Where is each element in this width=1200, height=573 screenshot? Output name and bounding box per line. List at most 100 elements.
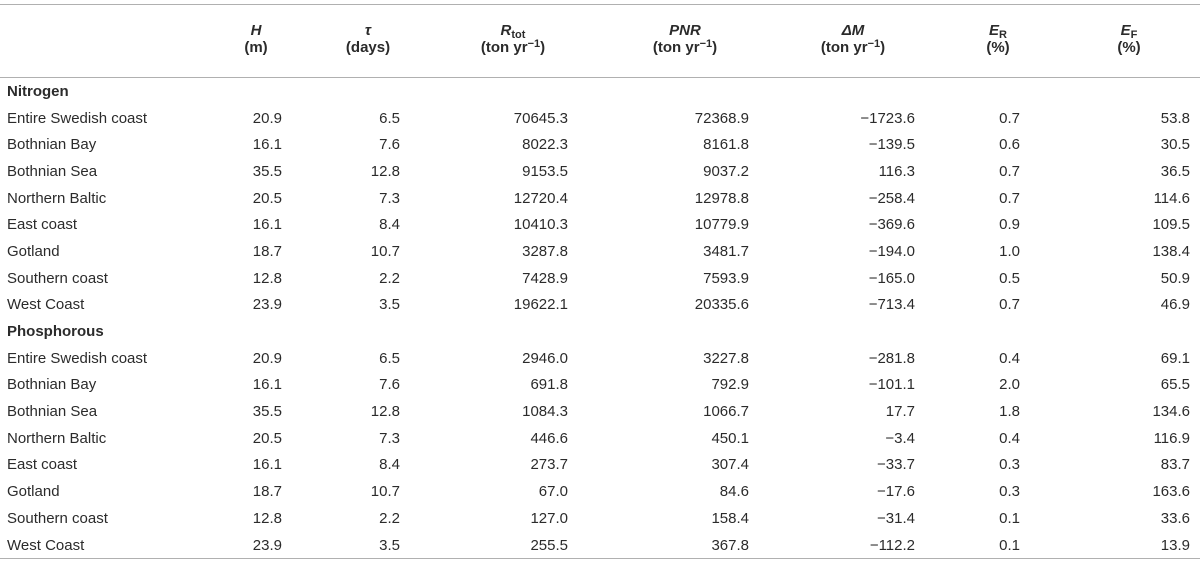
cell-value: 30.5 (1160, 136, 1190, 154)
table-cell: 0.7 (938, 158, 1058, 185)
cell-value: 7593.9 (703, 269, 749, 287)
table-cell: 9037.2 (602, 158, 768, 185)
column-symbol: H (250, 22, 262, 39)
column-unit-superscript: −1 (699, 38, 713, 50)
table-cell: 18.7 (200, 238, 312, 265)
cell-value: 83.7 (1160, 456, 1190, 474)
table-cell: 12978.8 (602, 185, 768, 212)
column-unit: (ton yr (652, 39, 700, 56)
row-label: Southern coast (7, 509, 108, 527)
cell-value: 163.6 (1152, 483, 1190, 501)
table-cell: 0.5 (938, 265, 1058, 292)
cell-value: 6.5 (379, 349, 400, 367)
column-unit: (m) (244, 39, 268, 56)
table-cell: 0.3 (938, 478, 1058, 505)
cell-value: −3.4 (885, 429, 915, 447)
table-row: West Coast 23.9 3.5 255.5 367.8 −112.2 0.1 13.9 (0, 531, 1200, 560)
table-cell: 10410.3 (424, 211, 602, 238)
cell-value: 0.3 (999, 483, 1020, 501)
row-label: Northern Baltic (7, 189, 107, 207)
cell-value: 255.5 (530, 536, 568, 554)
table-cell: 0.7 (938, 292, 1058, 319)
table-row: Bothnian Sea 35.5 12.8 9153.5 9037.2 116.3 0.7… (0, 158, 1200, 185)
cell-value: 1084.3 (522, 403, 568, 421)
table-cell: 16.1 (200, 452, 312, 479)
table-cell: 46.9 (1058, 292, 1200, 319)
cell-value: −165.0 (868, 269, 915, 287)
row-label: Entire Swedish coast (7, 109, 148, 127)
cell-value: −112.2 (869, 536, 915, 554)
table-cell: 17.7 (768, 398, 938, 425)
table-cell: 70645.3 (424, 105, 602, 132)
column-unit-close: ) (712, 39, 718, 56)
cell-value: 0.7 (999, 296, 1020, 314)
cell-value: −713.4 (868, 296, 915, 314)
table-cell: 116.9 (1058, 425, 1200, 452)
cell-value: 792.9 (711, 376, 749, 394)
table-cell: 16.1 (200, 372, 312, 399)
table-cell: −165.0 (768, 265, 938, 292)
table-cell: 0.7 (938, 105, 1058, 132)
column-header-unit: (ton yr−1) (602, 39, 768, 78)
cell-value: 16.1 (252, 376, 282, 394)
table-cell: 134.6 (1058, 398, 1200, 425)
table-cell: 0.4 (938, 345, 1058, 372)
table-cell: 23.9 (200, 292, 312, 319)
table-cell: 12.8 (312, 398, 424, 425)
row-label: West Coast (7, 296, 85, 314)
table-cell: −713.4 (768, 292, 938, 319)
cell-value: 20.5 (252, 189, 282, 207)
cell-value: 36.5 (1160, 162, 1190, 180)
table-cell: 16.1 (200, 131, 312, 158)
cell-value: 2.2 (379, 269, 400, 287)
table-row: Northern Baltic 20.5 7.3 446.6 450.1 −3.4 0.4 1… (0, 425, 1200, 452)
table-cell: 3.5 (312, 292, 424, 319)
cell-value: 114.6 (1153, 189, 1190, 207)
cell-value: 0.4 (999, 429, 1020, 447)
table-cell: −3.4 (768, 425, 938, 452)
column-symbol-subscript: tot (511, 29, 526, 41)
table-cell: 2.0 (938, 372, 1058, 399)
cell-value: 23.9 (252, 536, 282, 554)
table-cell: 255.5 (424, 531, 602, 560)
cell-value: 18.7 (252, 483, 282, 501)
table-row: Bothnian Sea 35.5 12.8 1084.3 1066.7 17.7 1.8 1… (0, 398, 1200, 425)
table-cell: −101.1 (768, 372, 938, 399)
cell-value: 16.1 (252, 456, 282, 474)
table-cell: 16.1 (200, 211, 312, 238)
table-cell: 7.6 (312, 131, 424, 158)
table-cell: 2.2 (312, 265, 424, 292)
column-symbol-subscript: R (999, 29, 1007, 41)
row-label: West Coast (0, 531, 200, 560)
cell-value: 10.7 (370, 242, 400, 260)
table-cell: 1066.7 (602, 398, 768, 425)
table-cell: 23.9 (200, 531, 312, 560)
table-cell: 307.4 (602, 452, 768, 479)
table-cell: 2.2 (312, 505, 424, 532)
column-unit: (%) (986, 39, 1010, 56)
column-symbol: E (1120, 22, 1131, 39)
cell-value: 72368.9 (694, 109, 749, 127)
cell-value: 12.8 (370, 403, 400, 421)
cell-value: 12.8 (252, 269, 282, 287)
table-row: Entire Swedish coast 20.9 6.5 2946.0 3227.8 −… (0, 345, 1200, 372)
cell-value: 35.5 (252, 162, 282, 180)
table-cell: 7.6 (312, 372, 424, 399)
cell-value: −1723.6 (860, 109, 915, 127)
cell-value: 7428.9 (522, 269, 568, 287)
cell-value: 19622.1 (513, 296, 568, 314)
table-cell: 35.5 (200, 398, 312, 425)
table-cell: 18.7 (200, 478, 312, 505)
column-header-symbol (0, 4, 200, 39)
cell-value: 7.3 (379, 189, 400, 207)
table-cell: 12.8 (312, 158, 424, 185)
table-cell: −33.7 (768, 452, 938, 479)
table-cell: 163.6 (1058, 478, 1200, 505)
table-cell: 30.5 (1058, 131, 1200, 158)
table-cell: 2946.0 (424, 345, 602, 372)
table-cell: 67.0 (424, 478, 602, 505)
cell-value: 69.1 (1160, 349, 1190, 367)
table-cell: 109.5 (1058, 211, 1200, 238)
